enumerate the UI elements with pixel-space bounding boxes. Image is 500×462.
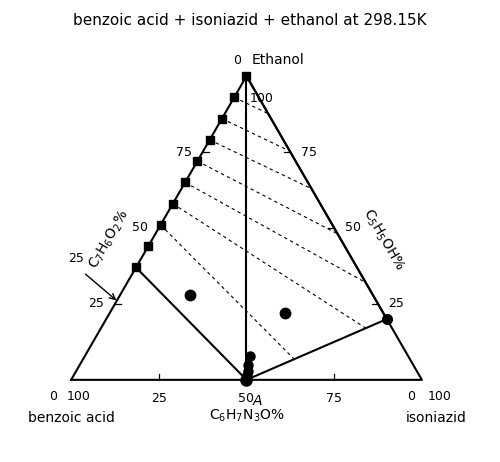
Text: 25: 25 bbox=[88, 298, 104, 310]
Text: 25: 25 bbox=[68, 252, 84, 265]
Text: $A$: $A$ bbox=[252, 394, 263, 408]
Title: benzoic acid + isoniazid + ethanol at 298.15K: benzoic acid + isoniazid + ethanol at 29… bbox=[73, 13, 427, 28]
Text: 100: 100 bbox=[66, 390, 90, 403]
Text: C$_7$H$_6$O$_2$%: C$_7$H$_6$O$_2$% bbox=[86, 207, 133, 272]
Text: C$_5$H$_5$OH%: C$_5$H$_5$OH% bbox=[359, 206, 408, 274]
Text: 0: 0 bbox=[233, 55, 241, 67]
Text: 25: 25 bbox=[388, 298, 404, 310]
Text: 75: 75 bbox=[326, 392, 342, 405]
Text: 50: 50 bbox=[132, 221, 148, 234]
Text: 0: 0 bbox=[408, 390, 416, 403]
Text: 75: 75 bbox=[301, 146, 317, 158]
Text: C$_6$H$_7$N$_3$O%: C$_6$H$_7$N$_3$O% bbox=[208, 408, 284, 424]
Text: isoniazid: isoniazid bbox=[406, 411, 466, 426]
Text: benzoic acid: benzoic acid bbox=[28, 411, 115, 426]
Text: 100: 100 bbox=[428, 390, 452, 403]
Text: Ethanol: Ethanol bbox=[252, 53, 304, 67]
Text: 50: 50 bbox=[344, 221, 360, 234]
Text: 50: 50 bbox=[238, 392, 254, 405]
Text: 100: 100 bbox=[250, 92, 274, 105]
Text: 25: 25 bbox=[151, 392, 166, 405]
Text: 0: 0 bbox=[50, 390, 58, 403]
Text: 75: 75 bbox=[176, 146, 192, 158]
